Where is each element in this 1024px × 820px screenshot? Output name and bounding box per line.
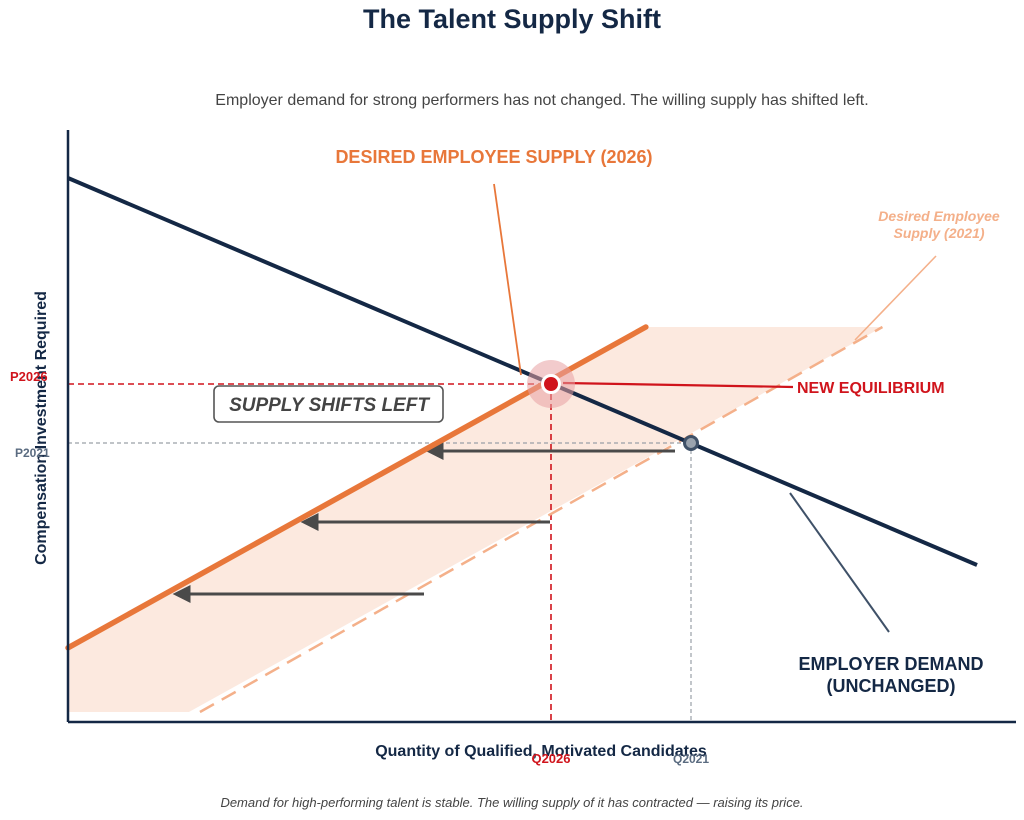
y-axis-title: Compensation Investment Required xyxy=(33,291,50,565)
new-equilibrium-label: NEW EQUILIBRIUM xyxy=(797,380,945,397)
shift-annotation-text: SUPPLY SHIFTS LEFT xyxy=(229,395,430,416)
equilibrium-leader xyxy=(562,381,794,389)
x-axis-title: Quantity of Qualified, Motivated Candida… xyxy=(375,743,707,760)
new-equilibrium-point xyxy=(541,374,561,394)
supply-shift-region xyxy=(68,327,883,712)
supply-2021-line xyxy=(199,325,884,714)
old-equilibrium-point xyxy=(683,435,699,451)
chart-footnote: Demand for high-performing talent is sta… xyxy=(220,795,804,810)
p2026-tick-label: P2026 xyxy=(10,369,48,384)
chart-subtitle: Employer demand for strong performers ha… xyxy=(215,92,869,109)
supply2021-label-line2: Supply (2021) xyxy=(893,225,984,241)
demand-label-line1: EMPLOYER DEMAND xyxy=(798,654,983,674)
supply2026-label: DESIRED EMPLOYEE SUPPLY (2026) xyxy=(335,147,652,167)
demand-line xyxy=(67,176,978,567)
supply2021-label-line1: Desired Employee xyxy=(878,208,1000,224)
demand-label-line2: (UNCHANGED) xyxy=(827,676,956,696)
supply2026-leader xyxy=(493,183,522,376)
chart-title: The Talent Supply Shift xyxy=(362,4,661,34)
shift-arrows xyxy=(172,442,675,603)
q2021-tick-label: Q2021 xyxy=(673,752,709,766)
q2026-tick-label: Q2026 xyxy=(531,751,570,766)
p2021-tick-label: P2021 xyxy=(15,446,50,460)
supply2021-leader xyxy=(854,255,937,341)
demand-leader xyxy=(789,492,890,633)
shift-annotation-box xyxy=(213,385,444,423)
